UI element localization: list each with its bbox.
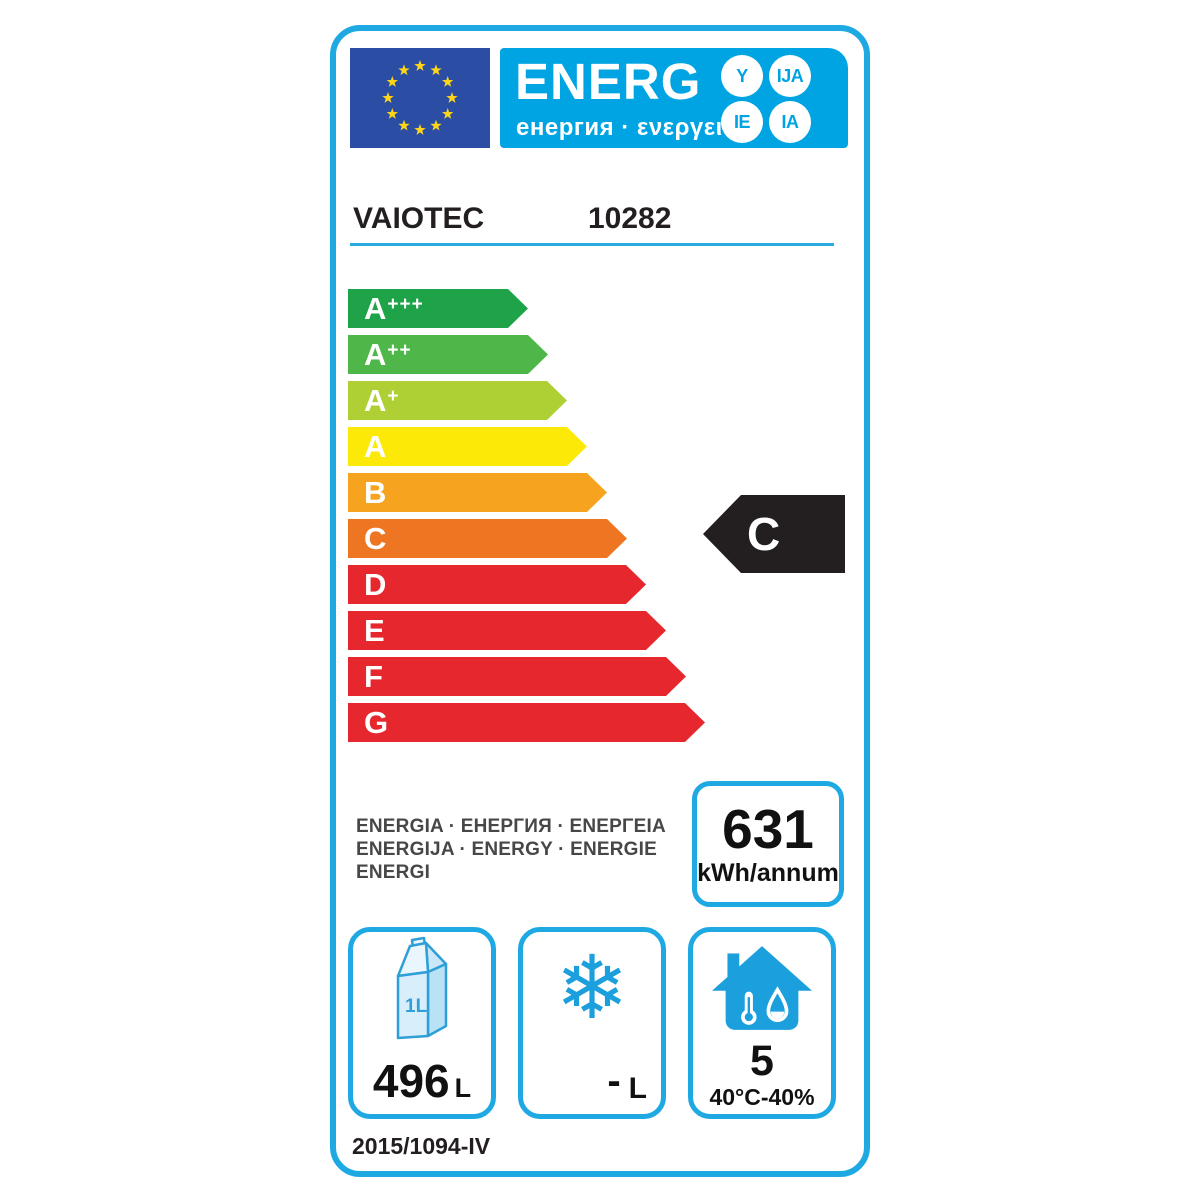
fridge-unit: L xyxy=(454,1073,472,1103)
rating-bar-app: A++ xyxy=(348,335,548,374)
rating-bar-c: C xyxy=(348,519,627,558)
energ-suffix-y: Y xyxy=(721,55,763,97)
brand-divider xyxy=(350,243,834,246)
climate-box: 5 40°C-40% xyxy=(688,927,836,1119)
energ-subtitle: енергия · ενεργεια xyxy=(516,114,739,141)
annual-consumption-unit: kWh/annum xyxy=(697,859,839,887)
milk-carton-icon: 1L xyxy=(353,932,491,1044)
rating-bar-label: C xyxy=(364,521,387,556)
annual-consumption-box: 631 kWh/annum xyxy=(692,781,844,907)
rating-bar-label: F xyxy=(364,659,383,694)
energy-words: ENERGIA · ЕНЕРГИЯ · ΕΝΕΡΓΕΙΑ ENERGIJA · E… xyxy=(356,815,666,884)
rating-bar-g: G xyxy=(348,703,705,742)
rating-bar-appp: A+++ xyxy=(348,289,528,328)
climate-value: 5 xyxy=(750,1037,774,1085)
rating-bar-f: F xyxy=(348,657,686,696)
rating-bar-ap: A+ xyxy=(348,381,567,420)
rating-bar-e: E xyxy=(348,611,666,650)
freezer-capacity-value: -L xyxy=(607,1059,647,1106)
fridge-litres: 496 xyxy=(372,1055,450,1107)
brand-name: VAIOTEC xyxy=(353,202,485,235)
freezer-unit: L xyxy=(628,1072,647,1105)
fridge-capacity-box: 1L 496 L xyxy=(348,927,496,1119)
house-climate-icon xyxy=(693,942,831,1034)
regulation-number: 2015/1094-IV xyxy=(352,1133,491,1159)
energ-header: ENERG енергия · ενεργεια Y IJA IE IA xyxy=(500,48,848,148)
model-number: 10282 xyxy=(588,202,672,235)
energy-word-line: ENERGI xyxy=(356,862,431,883)
energy-word-line: ENERGIJA · ENERGY · ENERGIE xyxy=(356,839,658,860)
freezer-litres: - xyxy=(607,1059,621,1103)
rating-bar-a: A xyxy=(348,427,587,466)
rating-bar-d: D xyxy=(348,565,646,604)
freezer-capacity-box: ❄ -L xyxy=(518,927,666,1119)
rating-bar-label: D xyxy=(364,567,387,602)
energ-suffix-ija: IJA xyxy=(769,55,811,97)
energ-title: ENERG xyxy=(515,53,702,110)
snowflake-icon: ❄ xyxy=(555,936,629,1039)
annual-consumption-value: 631 xyxy=(722,798,814,860)
climate-detail: 40°C-40% xyxy=(709,1084,815,1110)
rating-bar-label: A+ xyxy=(364,383,400,418)
rating-scale: A+++ A++ A+ A B C D E F G xyxy=(348,289,705,742)
milk-carton-volume: 1L xyxy=(405,996,428,1017)
rating-bar-b: B xyxy=(348,473,607,512)
rating-bar-label: B xyxy=(364,475,387,510)
eu-energy-label: ENERG енергия · ενεργεια Y IJA IE IA VAIOTE… xyxy=(330,25,870,1177)
energy-word-line: ENERGIA · ЕНЕРГИЯ · ΕΝΕΡΓΕΙΑ xyxy=(356,816,666,837)
energ-suffix-ia: IA xyxy=(769,101,811,143)
rating-bar-label: G xyxy=(364,705,389,740)
eu-flag-stars-icon xyxy=(382,60,458,135)
rating-bar-label: A+++ xyxy=(364,291,424,326)
rating-bar-label: E xyxy=(364,613,385,648)
rating-bar-label: A xyxy=(364,429,387,464)
energ-suffix-ie: IE xyxy=(721,101,763,143)
eu-flag-logo xyxy=(350,48,490,148)
current-rating-pointer: C xyxy=(703,495,845,573)
rating-bar-label: A++ xyxy=(364,337,412,372)
energ-suffix-circles: Y IJA IE IA xyxy=(721,55,811,143)
fridge-capacity-value: 496 L xyxy=(353,1054,491,1108)
current-rating-letter: C xyxy=(747,508,781,560)
